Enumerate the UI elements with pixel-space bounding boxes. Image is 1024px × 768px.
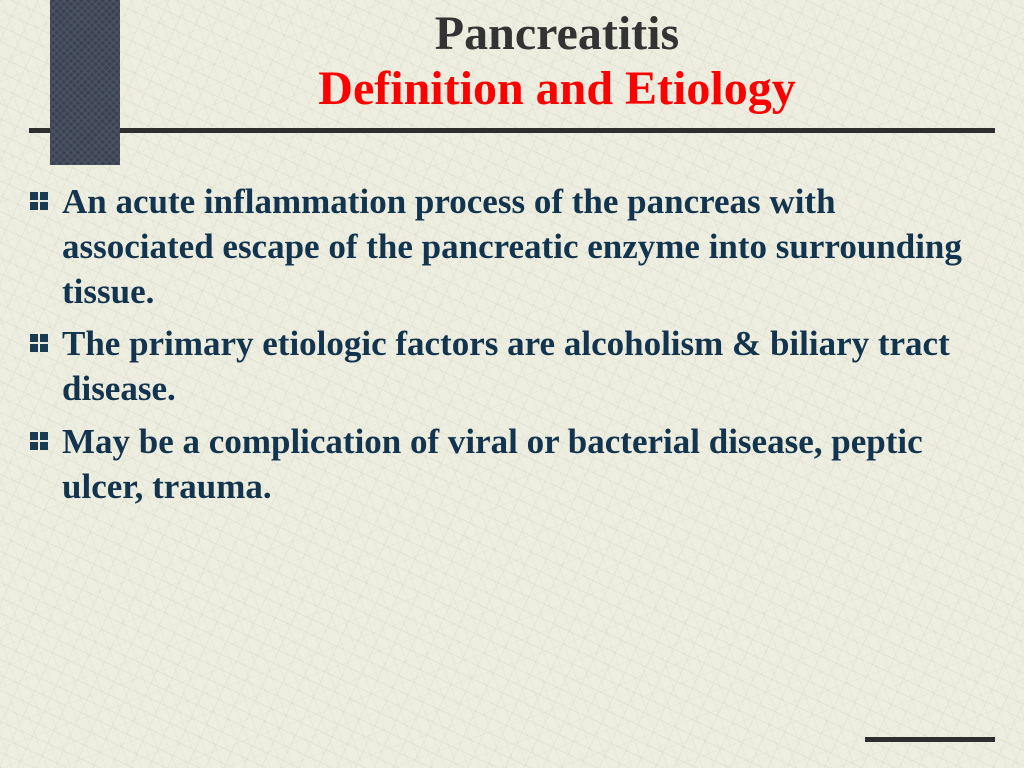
- bullet-icon: [30, 192, 48, 210]
- bullet-icon: [30, 334, 48, 352]
- bullet-text: May be a complication of viral or bacter…: [62, 420, 984, 510]
- title-line-1: Pancreatitis: [130, 6, 984, 61]
- list-item: May be a complication of viral or bacter…: [30, 420, 984, 510]
- bullet-text: An acute inflammation process of the pan…: [62, 180, 984, 314]
- content-area: An acute inflammation process of the pan…: [30, 180, 984, 518]
- accent-vertical-box: [50, 0, 120, 165]
- title-line-2: Definition and Etiology: [130, 61, 984, 116]
- bullet-icon: [30, 432, 48, 450]
- bottom-accent-rule: [865, 737, 995, 742]
- list-item: The primary etiologic factors are alcoho…: [30, 322, 984, 412]
- title-area: Pancreatitis Definition and Etiology: [130, 6, 984, 116]
- bullet-text: The primary etiologic factors are alcoho…: [62, 322, 984, 412]
- slide: Pancreatitis Definition and Etiology An …: [0, 0, 1024, 768]
- horizontal-rule: [29, 128, 995, 133]
- list-item: An acute inflammation process of the pan…: [30, 180, 984, 314]
